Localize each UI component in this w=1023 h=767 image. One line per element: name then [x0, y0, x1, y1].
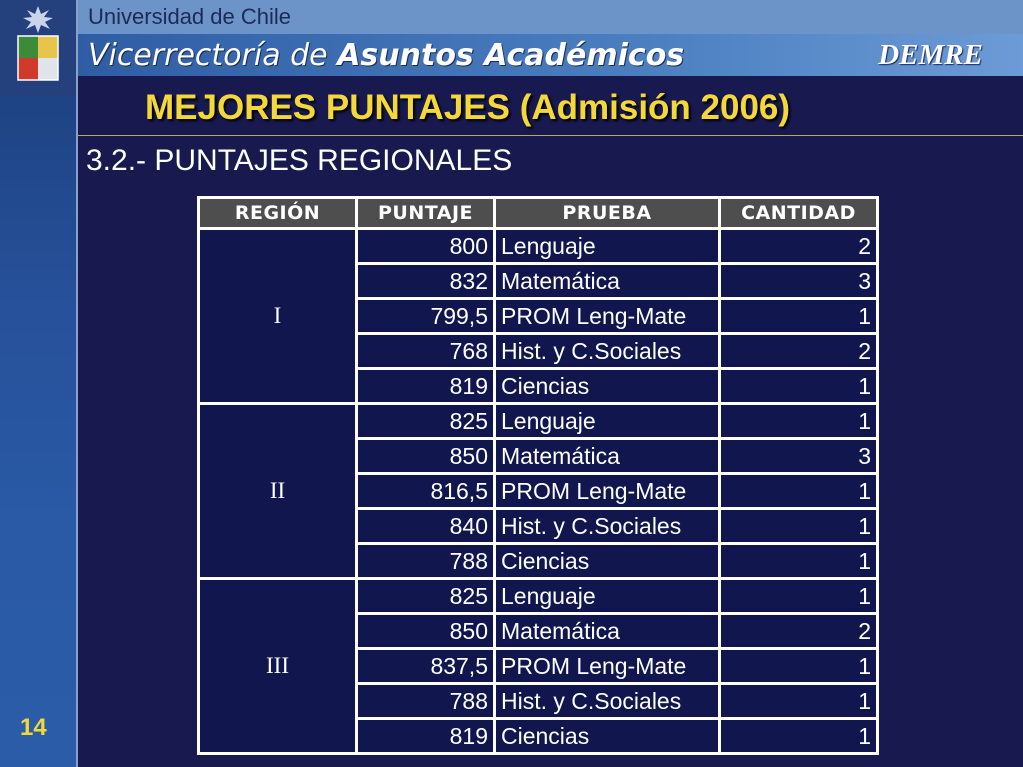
cantidad-cell: 2	[721, 230, 876, 262]
department-name: Vicerrectoría de Asuntos Académicos	[88, 38, 684, 73]
header-puntaje: PUNTAJE	[358, 199, 493, 227]
cantidad-cell: 3	[721, 265, 876, 297]
header-prueba: PRUEBA	[496, 199, 718, 227]
region-cell: III	[200, 580, 355, 752]
puntaje-cell: 819	[358, 370, 493, 402]
title-divider	[78, 135, 1023, 136]
cantidad-cell: 3	[721, 440, 876, 472]
prueba-cell: Hist. y C.Sociales	[496, 510, 718, 542]
table-row: I 800 Lenguaje 2	[200, 230, 876, 402]
puntaje-cell: 850	[358, 615, 493, 647]
table-row: 799,5 PROM Leng-Mate 1	[200, 300, 876, 332]
prueba-cell: PROM Leng-Mate	[496, 300, 718, 332]
table-row: 816,5 PROM Leng-Mate 1	[200, 475, 876, 507]
header-region: REGIÓN	[200, 199, 355, 227]
cantidad-cell: 1	[721, 545, 876, 577]
cantidad-cell: 1	[721, 580, 876, 612]
table-row: 850 Matemática 2	[200, 615, 876, 647]
university-crest-icon	[17, 6, 59, 81]
region-cell: I	[200, 230, 355, 402]
puntaje-cell: 825	[358, 580, 493, 612]
puntaje-cell: 832	[358, 265, 493, 297]
puntaje-cell: 825	[358, 405, 493, 437]
brand-label: DEMRE	[878, 39, 983, 71]
prueba-cell: Lenguaje	[496, 405, 718, 437]
university-name: Universidad de Chile	[88, 4, 291, 29]
puntaje-cell: 850	[358, 440, 493, 472]
puntaje-cell: 816,5	[358, 475, 493, 507]
prueba-cell: Hist. y C.Sociales	[496, 685, 718, 717]
header-bottom-bar	[78, 34, 1023, 76]
puntaje-cell: 788	[358, 545, 493, 577]
cantidad-cell: 1	[721, 370, 876, 402]
table-row: 837,5 PROM Leng-Mate 1	[200, 650, 876, 682]
prueba-cell: Lenguaje	[496, 580, 718, 612]
cantidad-cell: 1	[721, 475, 876, 507]
table-row: 819 Ciencias 1	[200, 370, 876, 402]
puntaje-cell: 768	[358, 335, 493, 367]
puntaje-cell: 788	[358, 685, 493, 717]
prueba-cell: Matemática	[496, 440, 718, 472]
table-row: 850 Matemática 3	[200, 440, 876, 472]
table-body: I 800 Lenguaje 2 832 Matemática 3 799,5 PROM Len…	[200, 230, 876, 752]
slide-title: MEJORES PUNTAJES (Admisión 2006)	[145, 88, 791, 127]
table-row: 768 Hist. y C.Sociales 2	[200, 335, 876, 367]
department-main: Asuntos Académicos	[337, 38, 685, 73]
prueba-cell: Hist. y C.Sociales	[496, 335, 718, 367]
prueba-cell: Matemática	[496, 265, 718, 297]
puntaje-cell: 800	[358, 230, 493, 262]
table-row: 819 Ciencias 1	[200, 720, 876, 752]
table-row: 788 Hist. y C.Sociales 1	[200, 685, 876, 717]
table-row: III 825 Lenguaje 1	[200, 580, 876, 752]
slide-subtitle: 3.2.- PUNTAJES REGIONALES	[86, 144, 513, 177]
left-sidebar-band	[0, 0, 78, 767]
prueba-cell: PROM Leng-Mate	[496, 475, 718, 507]
slide-number: 14	[20, 714, 47, 741]
cantidad-cell: 1	[721, 510, 876, 542]
university-crest	[0, 0, 76, 96]
cantidad-cell: 1	[721, 685, 876, 717]
cantidad-cell: 1	[721, 300, 876, 332]
table-row: 840 Hist. y C.Sociales 1	[200, 510, 876, 542]
prueba-cell: PROM Leng-Mate	[496, 650, 718, 682]
prueba-cell: Ciencias	[496, 545, 718, 577]
prueba-cell: Ciencias	[496, 720, 718, 752]
table-row: II 825 Lenguaje 1	[200, 405, 876, 577]
puntaje-cell: 799,5	[358, 300, 493, 332]
cantidad-cell: 1	[721, 650, 876, 682]
header-cantidad: CANTIDAD	[721, 199, 876, 227]
cantidad-cell: 1	[721, 405, 876, 437]
scores-table: REGIÓN PUNTAJE PRUEBA CANTIDAD I 800 Lengu…	[197, 196, 879, 755]
prueba-cell: Matemática	[496, 615, 718, 647]
table-row: 788 Ciencias 1	[200, 545, 876, 577]
cantidad-cell: 1	[721, 720, 876, 752]
puntaje-cell: 840	[358, 510, 493, 542]
table-row: 832 Matemática 3	[200, 265, 876, 297]
region-cell: II	[200, 405, 355, 577]
cantidad-cell: 2	[721, 335, 876, 367]
cantidad-cell: 2	[721, 615, 876, 647]
header-top-bar	[78, 0, 1023, 34]
prueba-cell: Ciencias	[496, 370, 718, 402]
table-header-row: REGIÓN PUNTAJE PRUEBA CANTIDAD	[200, 199, 876, 227]
department-prefix: Vicerrectoría de	[88, 38, 328, 73]
prueba-cell: Lenguaje	[496, 230, 718, 262]
puntaje-cell: 837,5	[358, 650, 493, 682]
puntaje-cell: 819	[358, 720, 493, 752]
